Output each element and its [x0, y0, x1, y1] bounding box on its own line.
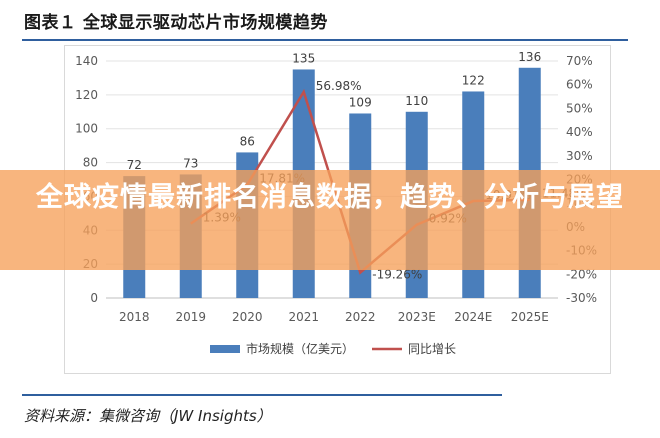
- left-axis-tick-label: 80: [83, 156, 98, 170]
- x-axis-tick-label: 2023E: [398, 310, 436, 324]
- bar-value-label: 136: [518, 50, 541, 64]
- x-axis-tick-label: 2025E: [511, 310, 549, 324]
- x-axis-tick-label: 2018: [119, 310, 150, 324]
- bar-value-label: 86: [240, 134, 255, 148]
- bar-value-label: 72: [127, 158, 142, 172]
- title-rule: [22, 39, 628, 41]
- left-axis-tick-label: 120: [75, 88, 98, 102]
- right-axis-tick-label: 50%: [566, 101, 593, 115]
- right-axis-tick-label: 60%: [566, 78, 593, 92]
- left-axis-tick-label: 140: [75, 54, 98, 68]
- left-axis-tick-label: 0: [90, 291, 98, 305]
- legend-swatch-bar: [210, 345, 240, 353]
- bar-value-label: 135: [292, 51, 315, 65]
- x-axis-tick-label: 2020: [232, 310, 263, 324]
- legend-label-market-size: 市场规模（亿美元）: [246, 341, 354, 356]
- bar-value-label: 110: [405, 94, 428, 108]
- headline-text: 全球疫情最新排名消息数据，趋势、分析与展望: [36, 182, 624, 213]
- x-axis-tick-label: 2021: [288, 310, 319, 324]
- right-axis-tick-label: 30%: [566, 149, 593, 163]
- bar-value-label: 109: [349, 95, 372, 109]
- growth-value-label: 56.98%: [316, 79, 362, 93]
- right-axis-tick-label: -30%: [566, 291, 597, 305]
- legend: 市场规模（亿美元） 同比增长: [210, 341, 456, 356]
- x-axis-tick-label: 2022: [345, 310, 376, 324]
- figure-title: 图表１ 全球显示驱动芯片市场规模趋势: [24, 13, 328, 33]
- bar-value-label: 122: [462, 73, 485, 87]
- source-note: 资料来源：集微咨询（JW Insights）: [24, 407, 272, 425]
- legend-label-yoy-growth: 同比增长: [408, 342, 456, 356]
- growth-value-label: -19.26%: [372, 268, 422, 282]
- right-axis-tick-label: 40%: [566, 125, 593, 139]
- bar-value-label: 73: [183, 156, 198, 170]
- right-axis-tick-label: 70%: [566, 54, 593, 68]
- x-axis-tick-label: 2024E: [454, 310, 492, 324]
- left-axis-tick-label: 100: [75, 122, 98, 136]
- x-axis-tick-label: 2019: [175, 310, 206, 324]
- headline-banner: [0, 170, 660, 270]
- source-rule: [22, 394, 502, 396]
- right-axis-tick-label: -20%: [566, 267, 597, 281]
